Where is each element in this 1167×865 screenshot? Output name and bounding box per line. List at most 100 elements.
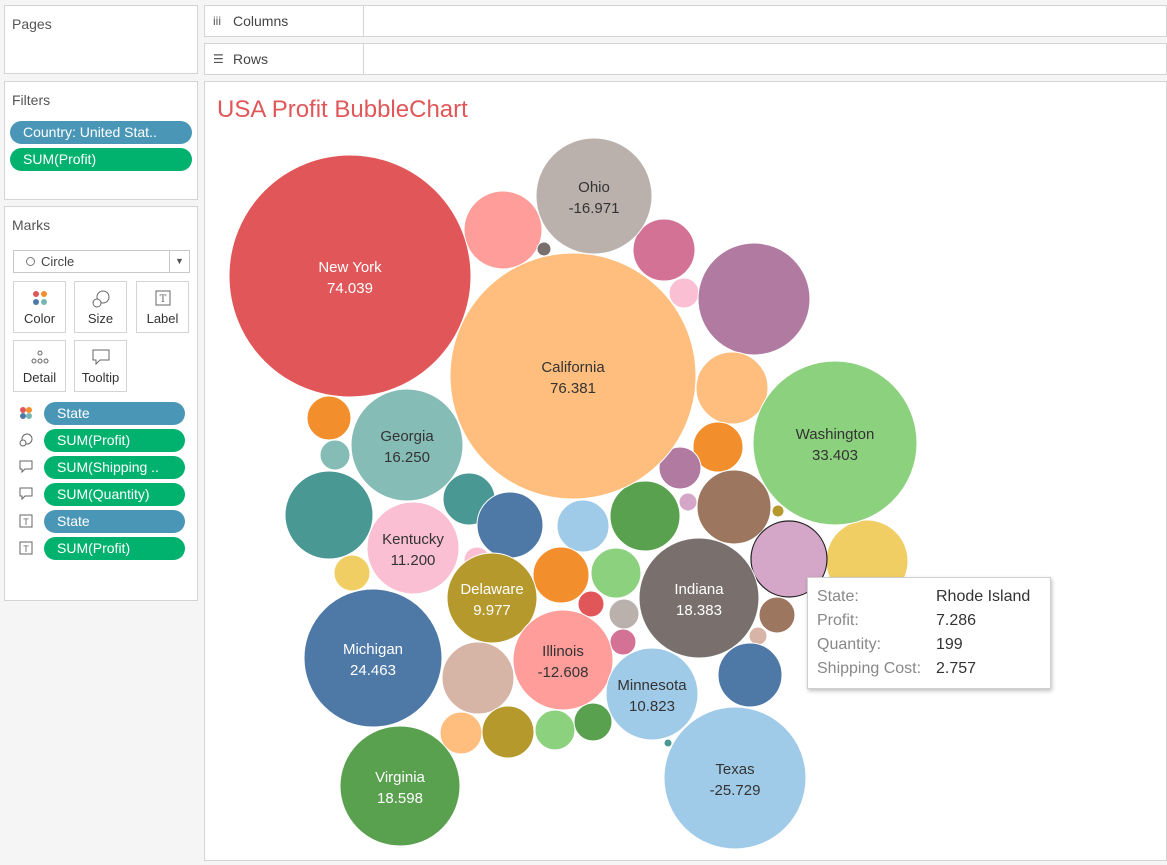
bubble-state-label: Delaware — [460, 581, 523, 598]
color-icon[interactable] — [18, 406, 34, 422]
marks-field-pill[interactable]: SUM(Profit) — [44, 537, 185, 560]
bubble-state-label: Michigan — [343, 641, 403, 658]
columns-shelf[interactable]: iii Columns — [204, 5, 1167, 37]
bubble[interactable] — [590, 547, 642, 599]
marks-label-button[interactable]: T Label — [136, 281, 189, 333]
marks-field-row: T State — [13, 510, 193, 533]
bubble-virginia[interactable] — [339, 725, 461, 847]
bubble-state-label: Texas — [715, 761, 754, 778]
bubble[interactable] — [717, 642, 783, 708]
filter-pill-profit[interactable]: SUM(Profit) — [10, 148, 192, 171]
bubble-ohio[interactable] — [535, 137, 653, 255]
marks-color-button[interactable]: Color — [13, 281, 66, 333]
bubble[interactable] — [556, 499, 610, 553]
bubble-illinois[interactable] — [512, 609, 614, 711]
bubble[interactable] — [758, 596, 796, 634]
bubble[interactable] — [319, 439, 351, 471]
bubble[interactable] — [692, 421, 744, 473]
filter-pill-country[interactable]: Country: United Stat.. — [10, 121, 192, 144]
marks-tooltip-button[interactable]: Tooltip — [74, 340, 127, 392]
bubble[interactable] — [695, 351, 769, 425]
bubble-state-label: Georgia — [380, 428, 434, 445]
size-label: Size — [87, 311, 114, 326]
label-icon[interactable]: T — [18, 541, 34, 557]
bubble[interactable] — [632, 218, 696, 282]
tooltip-row: Shipping Cost: 2.757 — [817, 660, 1047, 682]
tooltip-icon[interactable] — [18, 487, 34, 503]
bubble[interactable] — [678, 492, 698, 512]
bubble-profit-label: 9.977 — [473, 602, 511, 619]
label-label: Label — [146, 311, 179, 326]
tooltip-label: Tooltip — [81, 370, 120, 385]
bubble-state-label: Kentucky — [382, 531, 444, 548]
filters-shelf[interactable]: Filters Country: United Stat.. SUM(Profi… — [4, 81, 198, 200]
bubble[interactable] — [697, 242, 811, 356]
svg-text:T: T — [23, 544, 29, 554]
bubble[interactable] — [536, 241, 552, 257]
bubble-minnesota[interactable] — [605, 647, 699, 741]
marks-field-pill[interactable]: SUM(Profit) — [44, 429, 185, 452]
bubble-delaware[interactable] — [446, 552, 538, 644]
bubble-profit-label: 18.383 — [676, 602, 722, 619]
svg-text:T: T — [159, 294, 166, 305]
bubble[interactable] — [573, 702, 613, 742]
bubble[interactable] — [481, 705, 535, 759]
marks-field-pill[interactable]: State — [44, 402, 185, 425]
bubble-state-label: Virginia — [375, 769, 425, 786]
marks-detail-button[interactable]: Detail — [13, 340, 66, 392]
bubble-state-label: Ohio — [578, 179, 610, 196]
bubble-state-label: Washington — [796, 426, 875, 443]
chevron-down-icon[interactable]: ▼ — [169, 251, 189, 272]
bubble-profit-label: 16.250 — [384, 449, 430, 466]
tooltip-key: State: — [817, 588, 859, 605]
bubble[interactable] — [441, 641, 515, 715]
tooltip-value: 7.286 — [936, 612, 977, 629]
tooltip-icon[interactable] — [18, 460, 34, 476]
bubble[interactable] — [284, 470, 374, 560]
rows-shelf[interactable]: ☰ Rows — [204, 43, 1167, 75]
bubble-kentucky[interactable] — [366, 501, 460, 595]
tooltip-icon — [75, 341, 126, 367]
bubble[interactable] — [771, 504, 785, 518]
bubble[interactable] — [696, 469, 772, 545]
bubble[interactable] — [609, 628, 637, 656]
bubble-indiana[interactable] — [638, 537, 760, 659]
bubble[interactable] — [577, 590, 605, 618]
bubble-profit-label: 11.200 — [391, 552, 436, 569]
bubble-profit-label: -16.971 — [569, 200, 620, 217]
bubble-new-york[interactable] — [228, 154, 472, 398]
bubble[interactable] — [333, 554, 371, 592]
bubble[interactable] — [609, 480, 681, 552]
bubble-profit-label: 24.463 — [350, 662, 396, 679]
marks-field-pill[interactable]: SUM(Quantity) — [44, 483, 185, 506]
columns-icon: iii — [213, 14, 221, 28]
bubble[interactable] — [534, 709, 576, 751]
bubble[interactable] — [748, 626, 768, 646]
label-icon[interactable]: T — [18, 514, 34, 530]
marks-field-row: SUM(Profit) — [13, 429, 193, 452]
size-icon[interactable] — [18, 433, 34, 449]
bubble[interactable] — [532, 546, 590, 604]
mark-type-dropdown[interactable]: Circle ▼ — [13, 250, 190, 273]
marks-card: Marks Circle ▼ Color Size T Label Detail… — [4, 206, 198, 601]
bubble[interactable] — [476, 491, 544, 559]
bubble-michigan[interactable] — [303, 588, 443, 728]
bubble-california[interactable] — [449, 252, 697, 500]
bubble[interactable] — [668, 277, 700, 309]
marks-field-row: T SUM(Profit) — [13, 537, 193, 560]
rows-shelf-label: ☰ Rows — [205, 44, 364, 74]
bubble-georgia[interactable] — [350, 388, 464, 502]
marks-field-pill[interactable]: State — [44, 510, 185, 533]
bubble[interactable] — [463, 190, 543, 270]
bubble[interactable] — [663, 738, 673, 748]
viz-area: New York 74.039 California 76.381 Ohio -16.97… — [204, 81, 1167, 861]
marks-size-button[interactable]: Size — [74, 281, 127, 333]
bubble[interactable] — [306, 395, 352, 441]
pages-shelf[interactable]: Pages — [4, 5, 198, 74]
marks-field-pill[interactable]: SUM(Shipping .. — [44, 456, 185, 479]
tooltip-key: Quantity: — [817, 636, 882, 653]
bubble[interactable] — [658, 446, 702, 490]
bubble-texas[interactable] — [663, 706, 807, 850]
bubble[interactable] — [608, 598, 640, 630]
bubble-washington[interactable] — [752, 360, 918, 526]
